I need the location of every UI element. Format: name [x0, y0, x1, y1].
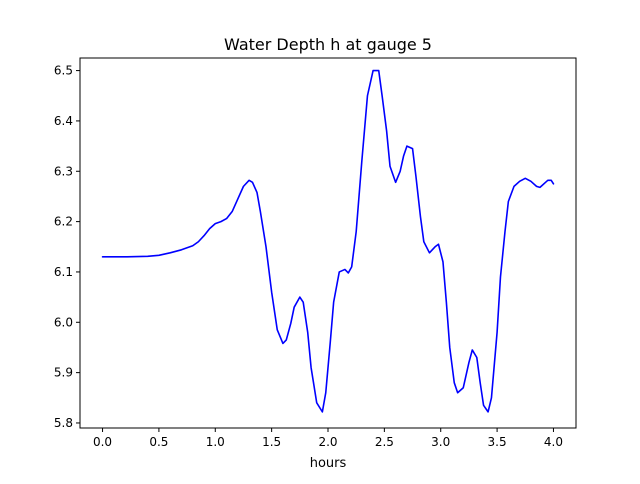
- plot-area-frame: [79, 57, 577, 429]
- series-line-0: [101, 69, 555, 413]
- x-tick-label: 3.0: [431, 435, 450, 449]
- x-tick-label: 0.5: [149, 435, 168, 449]
- y-tick-label: 6.2: [54, 215, 73, 229]
- x-tick-label: 1.5: [262, 435, 281, 449]
- x-tick-label: 4.0: [544, 435, 563, 449]
- y-tick-label: 6.0: [54, 315, 73, 329]
- x-tick-label: 2.5: [375, 435, 394, 449]
- y-tick-label: 6.3: [54, 164, 73, 178]
- x-tick-label: 1.0: [206, 435, 225, 449]
- x-axis-label: hours: [310, 456, 347, 471]
- x-tick-label: 2.0: [318, 435, 337, 449]
- y-tick-label: 6.5: [54, 64, 73, 78]
- y-tick-label: 5.8: [54, 416, 73, 430]
- y-tick-label: 6.1: [54, 265, 73, 279]
- x-tick-label: 3.5: [488, 435, 507, 449]
- y-tick-label: 5.9: [54, 366, 73, 380]
- chart-title: Water Depth h at gauge 5: [224, 35, 432, 54]
- axis-ticks: 0.0 0.5 1.0 1.5 2.0 2.5 3.0 3.5 4.0 5.8 5.9 6.0 6.1 6…: [54, 64, 563, 449]
- series-layer: [101, 69, 555, 413]
- x-tick-label: 0.0: [93, 435, 112, 449]
- y-tick-label: 6.4: [54, 114, 73, 128]
